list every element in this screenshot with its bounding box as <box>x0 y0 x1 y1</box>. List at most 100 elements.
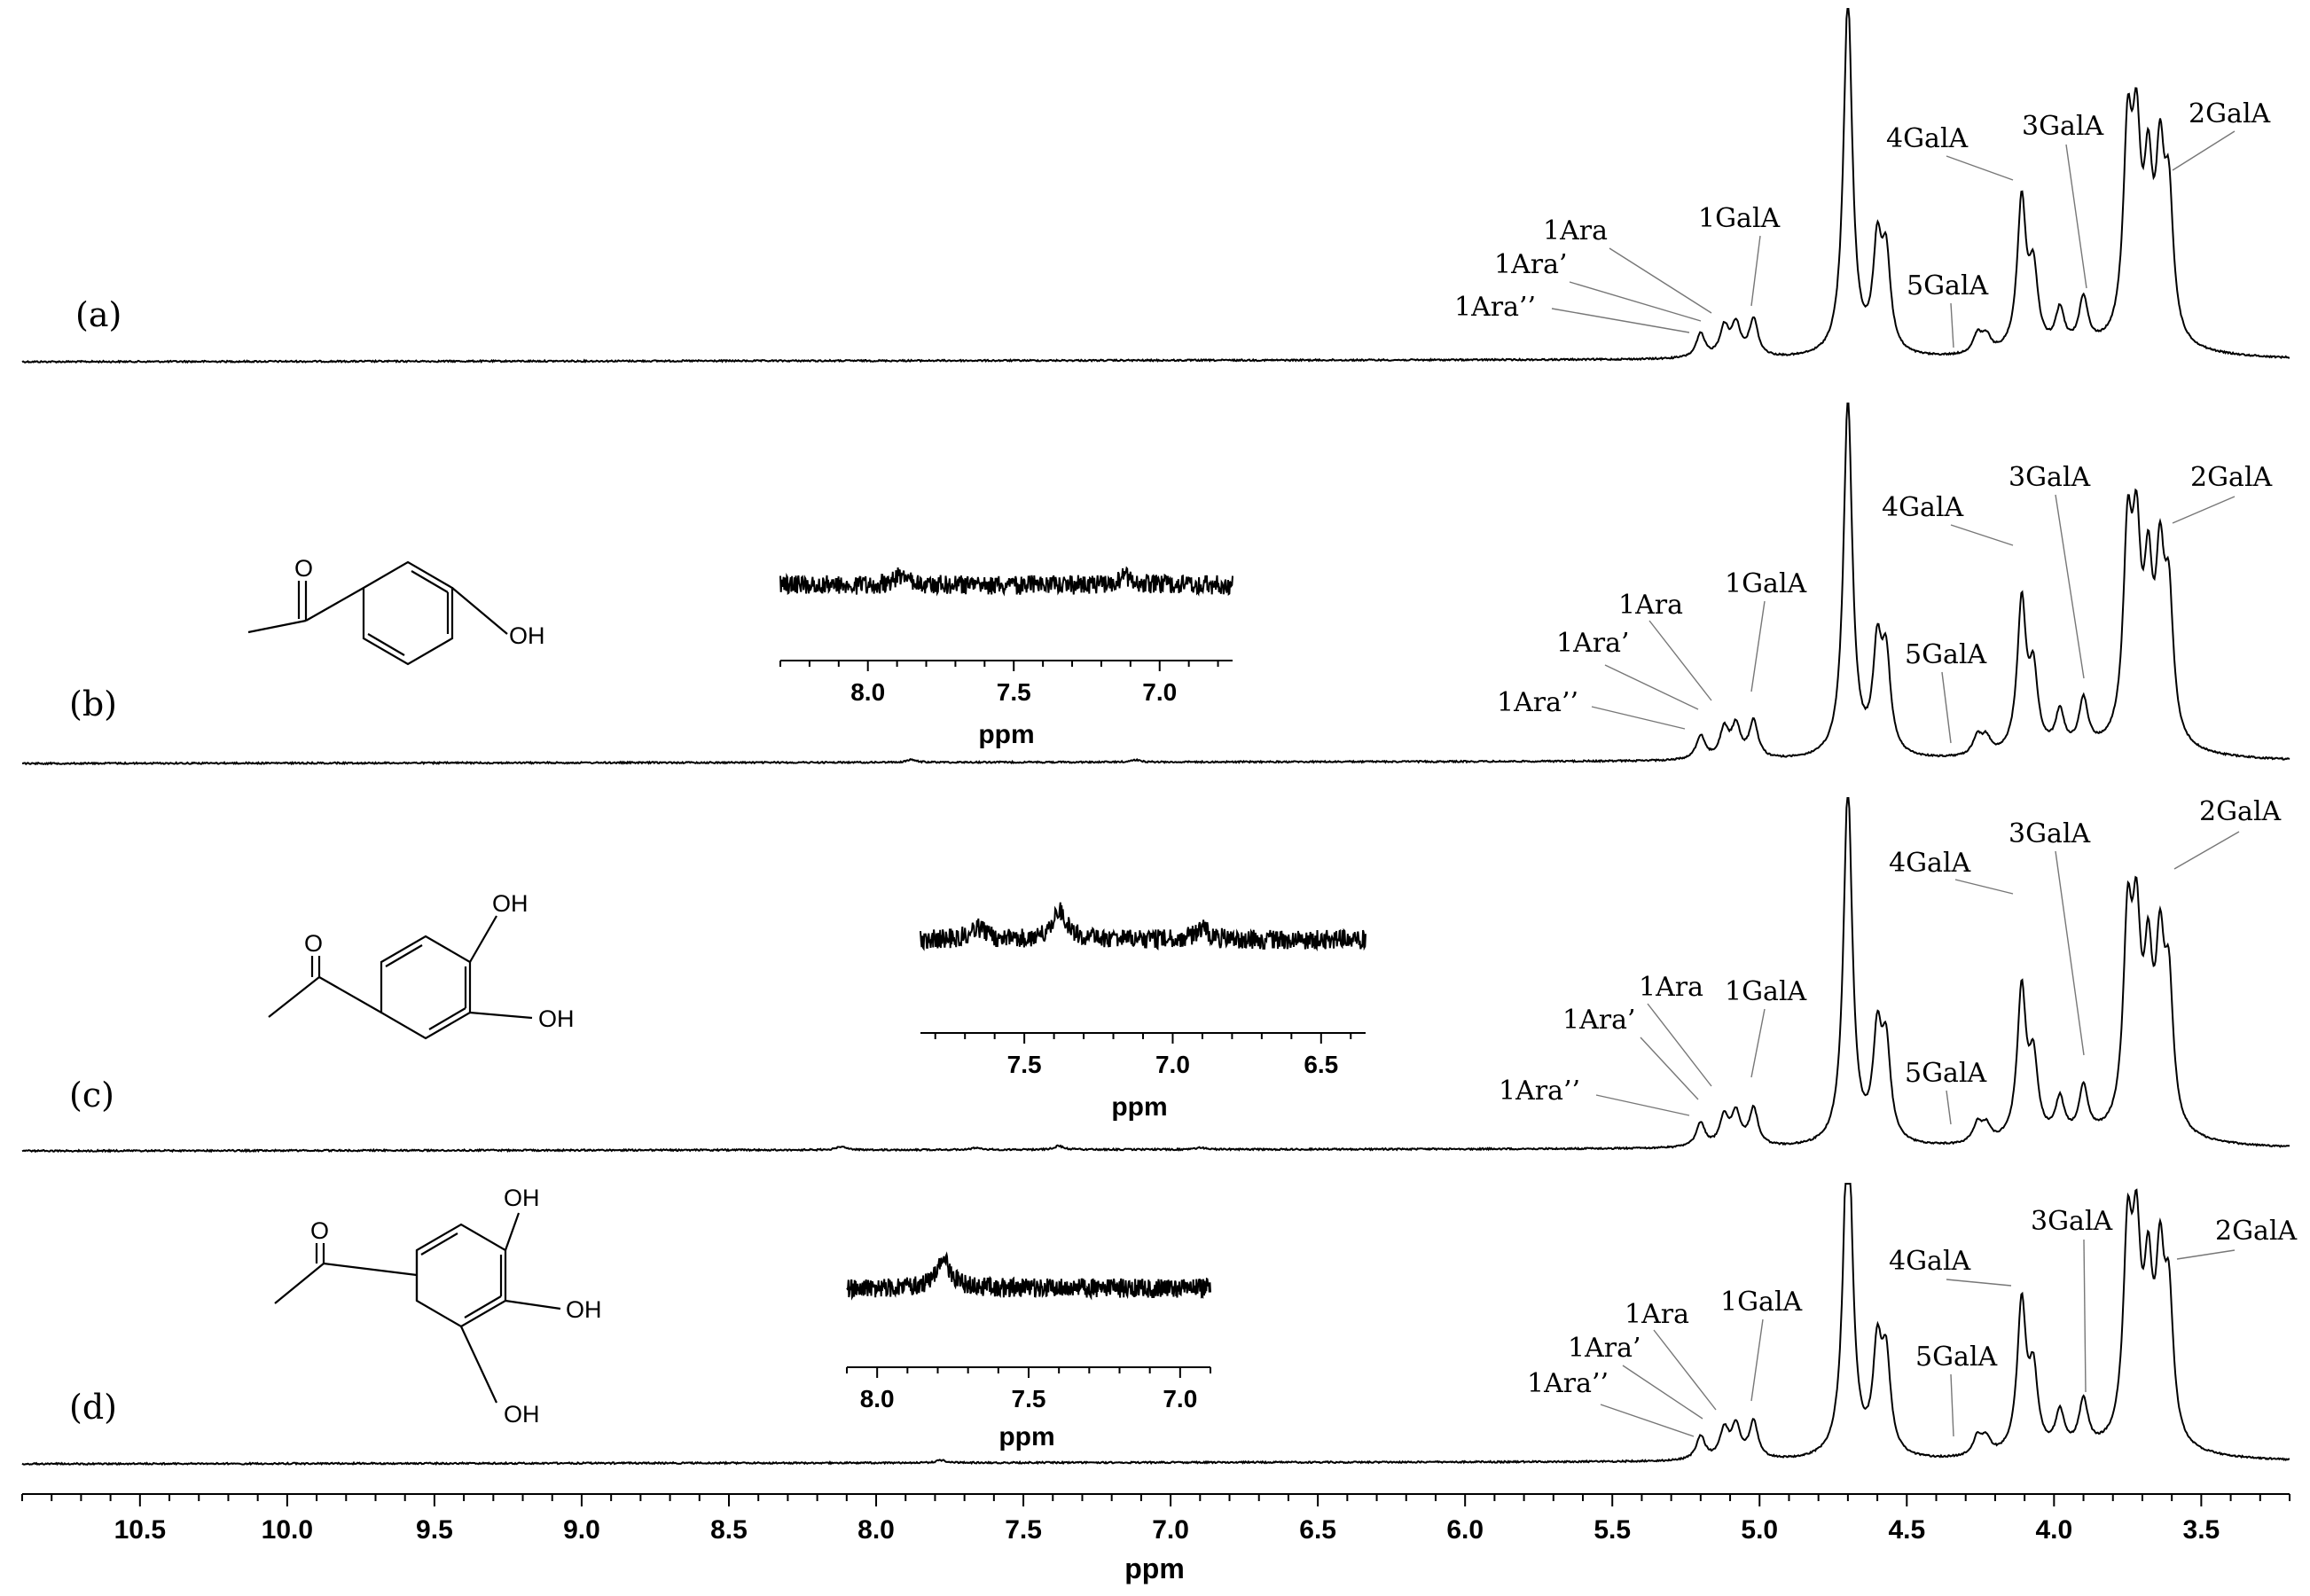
label-4gala-b: 4GalA <box>1882 492 1964 523</box>
label-1ara-prime-b: 1Ara’ <box>1556 628 1630 659</box>
spectrum-c <box>21 797 2290 1154</box>
x-tick-label-12: 4.5 <box>1888 1515 1925 1545</box>
label-1ara-prime-d: 1Ara’ <box>1568 1333 1641 1364</box>
panel-label-d: (d) <box>69 1388 117 1427</box>
spectrum-a <box>21 8 2290 364</box>
leader-3gala-a <box>2065 144 2087 289</box>
label-2gala-d: 2GalA <box>2215 1216 2298 1247</box>
leader-4gala-c <box>1954 879 2014 895</box>
leader-5gala-d <box>1950 1373 1954 1437</box>
leader-5gala-a <box>1950 302 1954 348</box>
panel-label-a: (a) <box>75 295 121 334</box>
panel-label-c: (c) <box>69 1076 114 1115</box>
label-1ara-c: 1Ara <box>1639 972 1703 1003</box>
inset-xlabel-b: ppm <box>978 720 1034 749</box>
leader-1ara-prime-a <box>1569 281 1702 322</box>
substituent-b-1: OH <box>509 622 545 649</box>
leader-5gala-c <box>1946 1090 1952 1125</box>
inset-b: 8.0 7.5 7.0 ppm <box>779 566 1233 749</box>
inset-tick-label-d-0: 8.0 <box>860 1385 895 1412</box>
label-1ara-dprime-c: 1Ara’’ <box>1499 1076 1580 1107</box>
svg-text:O: O <box>310 1217 329 1244</box>
inset-tick-label-b-1: 7.5 <box>997 678 1031 706</box>
inset-ticks-c <box>934 1033 1352 1044</box>
x-tick-label-8: 6.5 <box>1299 1515 1336 1545</box>
inset-xlabel-d: ppm <box>998 1422 1054 1451</box>
x-tick-label-2: 9.5 <box>416 1515 453 1545</box>
leader-1ara-dprime-c <box>1595 1094 1690 1116</box>
leader-1ara-a <box>1609 247 1712 314</box>
label-1ara-prime-a: 1Ara’ <box>1494 249 1568 280</box>
substituent-d-2: OH <box>566 1296 602 1323</box>
inset-tick-label-d-1: 7.5 <box>1012 1385 1046 1412</box>
panel-b: (b) O OH 8.0 7.5 7.0 ppm 1Ara 1 <box>21 403 2290 766</box>
leader-1gala-b <box>1750 600 1766 692</box>
leader-3gala-b <box>2055 494 2085 679</box>
label-1gala-a: 1GalA <box>1698 203 1781 234</box>
x-tick-label-1: 10.0 <box>262 1515 313 1545</box>
x-tick-label-13: 4.0 <box>2035 1515 2072 1545</box>
label-1ara-dprime-b: 1Ara’’ <box>1497 687 1578 718</box>
leader-1ara-d <box>1653 1329 1717 1411</box>
substituent-d-1: OH <box>504 1185 540 1211</box>
leader-4gala-d <box>1946 1279 2012 1287</box>
label-5gala-c: 5GalA <box>1905 1058 1987 1089</box>
label-3gala-a: 3GalA <box>2022 111 2104 142</box>
leader-5gala-b <box>1941 671 1952 744</box>
leader-1gala-c <box>1750 1008 1766 1078</box>
label-1ara-prime-c: 1Ara’ <box>1562 1005 1636 1036</box>
x-tick-label-6: 7.5 <box>1005 1515 1042 1545</box>
label-1gala-c: 1GalA <box>1725 976 1807 1007</box>
leader-1ara-b <box>1648 620 1712 701</box>
x-tick-label-9: 6.0 <box>1446 1515 1484 1545</box>
x-tick-label-7: 7.0 <box>1152 1515 1189 1545</box>
panel-d: (d) O OH OH OH 8.0 7.5 7.0 <box>21 1183 2298 1467</box>
leader-2gala-d <box>2176 1249 2236 1260</box>
inset-tick-label-c-2: 6.5 <box>1304 1051 1338 1078</box>
leader-1ara-prime-d <box>1622 1365 1703 1420</box>
inset-spectrum-d <box>846 1251 1211 1301</box>
leader-3gala-d <box>2083 1239 2087 1393</box>
structure-b: O OH <box>247 555 545 666</box>
substituent-c-2: OH <box>538 1005 575 1032</box>
inset-tick-label-d-2: 7.0 <box>1163 1385 1197 1412</box>
inset-tick-label-c-0: 7.5 <box>1007 1051 1042 1078</box>
x-tick-label-11: 5.0 <box>1741 1515 1778 1545</box>
inset-c: 7.5 7.0 6.5 ppm <box>920 902 1366 1122</box>
leader-3gala-c <box>2055 850 2085 1056</box>
leader-1ara-c <box>1647 1003 1712 1087</box>
inset-ticks-b <box>779 661 1219 671</box>
leader-2gala-c <box>2173 831 2240 870</box>
inset-d: 8.0 7.5 7.0 ppm <box>846 1251 1211 1451</box>
leader-1ara-prime-b <box>1604 664 1699 710</box>
x-tick-label-5: 8.0 <box>857 1515 895 1545</box>
spectrum-d <box>21 1183 2290 1467</box>
inset-ticks-d <box>846 1367 1211 1378</box>
leader-1ara-dprime-a <box>1551 308 1690 333</box>
leader-2gala-a <box>2172 130 2236 171</box>
inset-tick-label-b-0: 8.0 <box>850 678 885 706</box>
label-5gala-a: 5GalA <box>1907 270 1989 301</box>
label-1ara-d: 1Ara <box>1625 1299 1689 1330</box>
x-tick-label-14: 3.5 <box>2183 1515 2220 1545</box>
x-tick-label-3: 9.0 <box>563 1515 600 1545</box>
x-tick-label-4: 8.5 <box>710 1515 748 1545</box>
peak-labels-b: 1Ara 1Ara’ 1Ara’’ 1GalA 4GalA 5GalA 3Gal… <box>1497 462 2273 744</box>
label-3gala-b: 3GalA <box>2009 462 2091 493</box>
leader-1ara-prime-c <box>1640 1037 1699 1100</box>
label-2gala-b: 2GalA <box>2190 462 2273 493</box>
substituent-d-3: OH <box>504 1401 540 1428</box>
label-2gala-c: 2GalA <box>2199 796 2282 827</box>
leader-1ara-dprime-b <box>1591 706 1686 730</box>
peak-labels-a: 1Ara 1Ara’ 1Ara’’ 1GalA 4GalA 5GalA 3Gal… <box>1454 98 2271 348</box>
label-3gala-c: 3GalA <box>2009 818 2091 849</box>
label-2gala-a: 2GalA <box>2189 98 2271 129</box>
label-1ara-a: 1Ara <box>1543 215 1608 246</box>
label-3gala-d: 3GalA <box>2031 1206 2113 1237</box>
x-tick-label-10: 5.5 <box>1594 1515 1631 1545</box>
panel-c: (c) O OH OH 7.5 7.0 6.5 ppm 1Ar <box>21 796 2290 1154</box>
label-4gala-a: 4GalA <box>1886 123 1969 154</box>
svg-text:O: O <box>304 930 323 957</box>
label-5gala-b: 5GalA <box>1905 639 1987 670</box>
leader-1gala-a <box>1750 235 1761 307</box>
